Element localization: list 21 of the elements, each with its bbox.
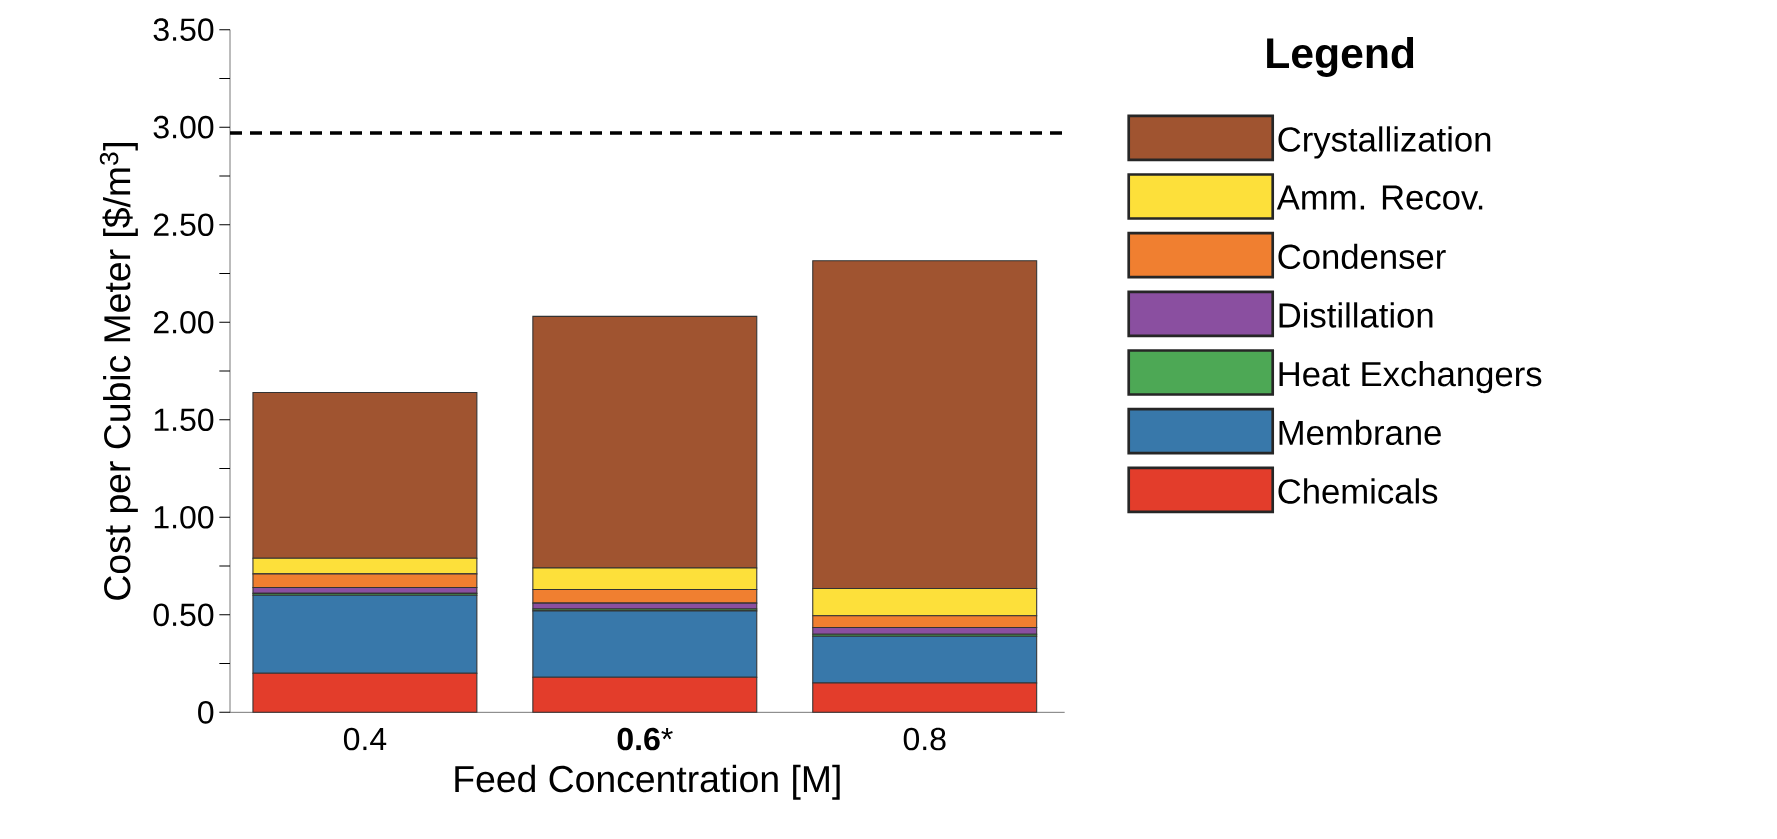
y-tick-label: 3.50 xyxy=(153,18,214,41)
x-tick-label: 0.8 xyxy=(903,727,946,751)
legend-label: Amm. Recov. xyxy=(1276,185,1483,210)
y-tick-label: 1.00 xyxy=(154,505,214,529)
legend-label: Chemicals xyxy=(1278,478,1438,504)
y-tick-label: 0.50 xyxy=(153,603,214,627)
legend-label: Membrane xyxy=(1279,419,1441,446)
x-axis-title: Feed Concentration [M] xyxy=(455,764,840,800)
legend-label: Distillation xyxy=(1279,302,1433,328)
x-tick-label: 0.4 xyxy=(343,727,387,751)
legend-label: Condenser xyxy=(1278,243,1446,270)
legend-title: Legend xyxy=(1267,37,1414,77)
y-tick-label: 0 xyxy=(198,701,214,724)
y-tick-label: 2.50 xyxy=(153,213,214,237)
y-tick-label: 1.50 xyxy=(154,408,214,432)
legend-label: Crystallization xyxy=(1278,126,1491,159)
y-tick-label: 3.00 xyxy=(153,115,214,139)
x-tick-label: 0.6* xyxy=(617,727,673,751)
y-axis-title: Cost per Cubic Meter [$/m$^{3}$] xyxy=(99,143,138,600)
y-tick-label: 2.00 xyxy=(153,310,214,334)
legend-label: Heat Exchangers xyxy=(1279,360,1542,394)
